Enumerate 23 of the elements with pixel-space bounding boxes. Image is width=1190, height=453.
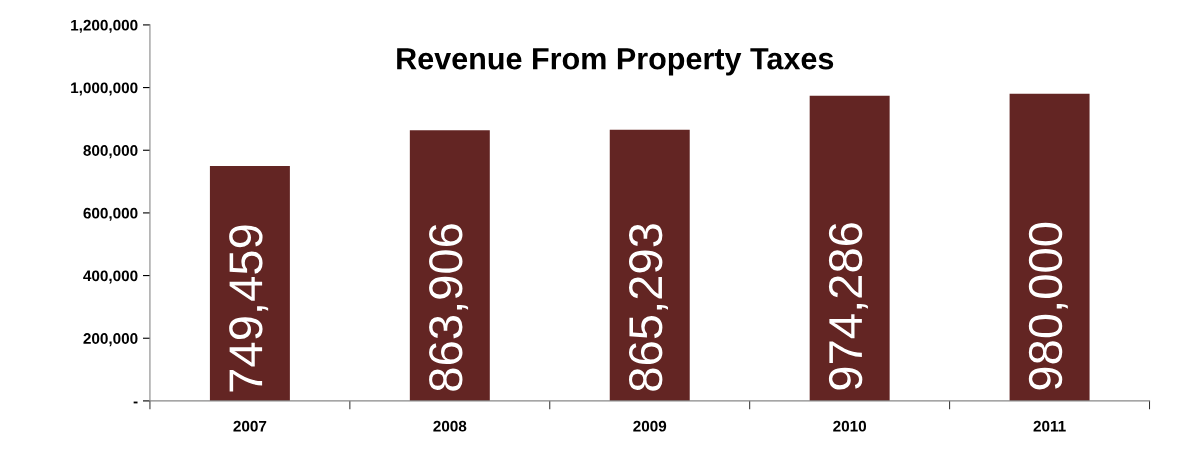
y-tick-label: 200,000: [83, 333, 138, 347]
data-label: 980,000: [1028, 222, 1068, 390]
bar: [809, 95, 890, 401]
text: Revenue From Property Taxes: [397, 48, 834, 76]
data-label: 974,286: [828, 223, 868, 390]
y-tick-label: 1,000,000: [71, 82, 138, 96]
y-tick-label: 800,000: [83, 145, 138, 159]
x-tick-label: 2008: [433, 420, 467, 432]
x-tick-label: 2009: [633, 420, 667, 432]
y-tick-label: 1,200,000: [71, 19, 138, 33]
bar: [1009, 93, 1090, 401]
bar: [409, 130, 490, 401]
data-label: 749,459: [229, 225, 269, 392]
y-tick-label: 400,000: [83, 270, 138, 284]
bar: [209, 166, 290, 401]
y-tick-label: -: [133, 401, 138, 404]
bar: [609, 129, 690, 401]
data-label: 863,906: [429, 224, 469, 391]
x-tick-label: 2007: [233, 420, 267, 432]
y-tick-label: 600,000: [83, 207, 138, 221]
x-tick-label: 2010: [833, 420, 867, 432]
data-label: 865,293: [628, 224, 668, 391]
x-tick-label: 2011: [1033, 420, 1066, 432]
